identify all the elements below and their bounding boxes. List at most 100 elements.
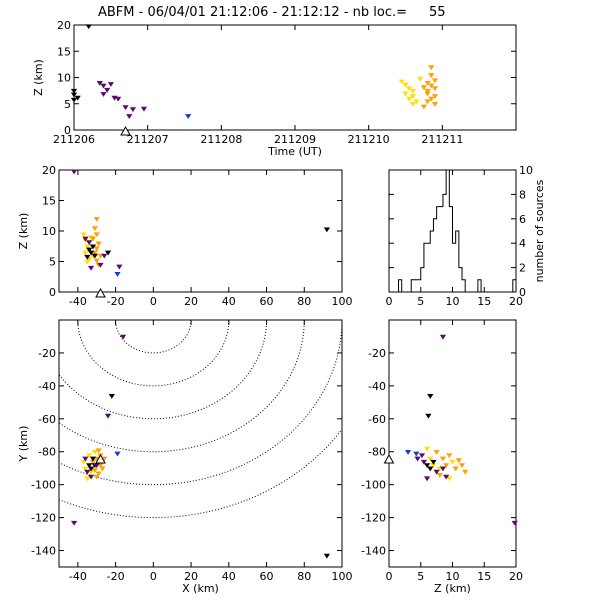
source-point — [406, 96, 413, 102]
source-point — [418, 453, 426, 459]
y-tick-label: 0 — [49, 286, 56, 299]
source-point — [420, 85, 428, 91]
x-tick-label: 60 — [260, 570, 274, 583]
y-tick-label: 20 — [42, 164, 56, 177]
source-point — [428, 96, 435, 102]
source-point — [424, 91, 431, 97]
source-point — [129, 107, 137, 113]
y-tick-label: -140 — [31, 545, 56, 558]
x-tick-label: 80 — [297, 295, 311, 308]
y-tick-label: 0 — [519, 286, 526, 299]
source-point — [87, 250, 95, 256]
source-point — [70, 520, 78, 526]
source-point — [427, 466, 434, 472]
source-point — [402, 91, 409, 97]
source-point — [85, 24, 92, 30]
x-tick-label: 10 — [446, 295, 460, 308]
source-point — [406, 86, 413, 92]
histogram-bars — [389, 169, 517, 293]
source-point — [428, 83, 435, 89]
triangle-icon — [383, 453, 395, 464]
source-point — [414, 456, 421, 462]
source-point — [89, 456, 97, 462]
source-point — [431, 86, 439, 92]
panel-plan-view: -40 -20 0 20 40 60 80 100 -140 -120 -100 -80 -60 -40 -… — [17, 319, 353, 595]
x-tick-label: -20 — [107, 295, 125, 308]
source-point — [449, 459, 456, 465]
source-point — [420, 104, 428, 110]
source-point — [436, 473, 443, 478]
source-point — [95, 448, 102, 454]
source-point — [114, 272, 121, 277]
panel-x-height: -40 -20 0 20 40 60 80 100 0 5 10 15 20 Z (km) — [17, 164, 353, 308]
source-point — [82, 250, 89, 256]
y-tick-label: 10 — [57, 72, 71, 85]
source-point — [428, 65, 435, 71]
source-point — [84, 476, 91, 482]
range-ring — [59, 320, 305, 453]
panel-time-height: 211206 211207 211208 211209 211210 211211 0 5 10… — [32, 19, 517, 158]
y-axis-label: number of sources — [533, 179, 546, 282]
source-point — [115, 96, 122, 102]
source-point — [120, 334, 127, 340]
source-point — [93, 232, 100, 238]
source-point — [458, 463, 466, 469]
source-point — [104, 87, 111, 93]
y-axis-label: Z (km) — [32, 59, 45, 96]
source-point — [413, 451, 420, 457]
x-tick-label: 20 — [184, 570, 198, 583]
source-point — [427, 456, 434, 462]
triangle-icon — [95, 453, 106, 464]
source-point — [86, 463, 93, 469]
y-tick-label: -20 — [368, 347, 386, 360]
x-tick-label: 60 — [260, 295, 274, 308]
source-point — [86, 240, 93, 246]
source-point — [95, 471, 102, 477]
source-point — [93, 258, 100, 264]
x-tick-label: 0 — [150, 295, 157, 308]
x-tick-label: 0 — [386, 570, 393, 583]
source-point — [82, 466, 89, 472]
source-point — [93, 463, 100, 469]
source-point — [431, 102, 439, 107]
source-point — [423, 476, 431, 482]
x-tick-label: 211211 — [421, 133, 463, 146]
source-point — [97, 262, 104, 268]
source-point — [84, 469, 91, 475]
source-point — [424, 88, 431, 94]
y-tick-label: 0 — [64, 124, 71, 137]
x-tick-label: 100 — [332, 570, 353, 583]
source-point — [100, 83, 107, 89]
plot-frame — [58, 319, 343, 568]
plot-frame — [388, 319, 517, 568]
x-tick-label: 0 — [150, 570, 157, 583]
source-point — [96, 81, 103, 86]
source-point — [398, 79, 405, 85]
x-tick-label: 80 — [297, 570, 311, 583]
source-point — [93, 246, 100, 252]
source-point — [439, 466, 447, 472]
x-tick-label: 211209 — [274, 133, 316, 146]
source-point — [89, 244, 97, 250]
source-point — [80, 459, 87, 465]
source-point — [446, 453, 453, 459]
source-point — [452, 466, 459, 472]
x-tick-label: 40 — [222, 570, 236, 583]
y-tick-label: 10 — [519, 164, 533, 177]
figure-title: ABFM - 06/04/01 21:12:06 - 21:12:12 - nb… — [98, 5, 446, 20]
source-point — [439, 456, 447, 462]
source-point — [116, 264, 123, 270]
y-tick-label: -60 — [38, 413, 56, 426]
source-point — [185, 114, 192, 119]
y-tick-label: -40 — [368, 380, 386, 393]
source-point — [122, 105, 129, 111]
source-point — [323, 553, 331, 559]
y-tick-label: 10 — [42, 225, 56, 238]
x-tick-label: 20 — [184, 295, 198, 308]
x-tick-label: -20 — [107, 570, 125, 583]
source-point — [104, 250, 112, 256]
source-point — [420, 459, 428, 465]
source-point — [84, 259, 91, 265]
source-point — [433, 469, 440, 475]
